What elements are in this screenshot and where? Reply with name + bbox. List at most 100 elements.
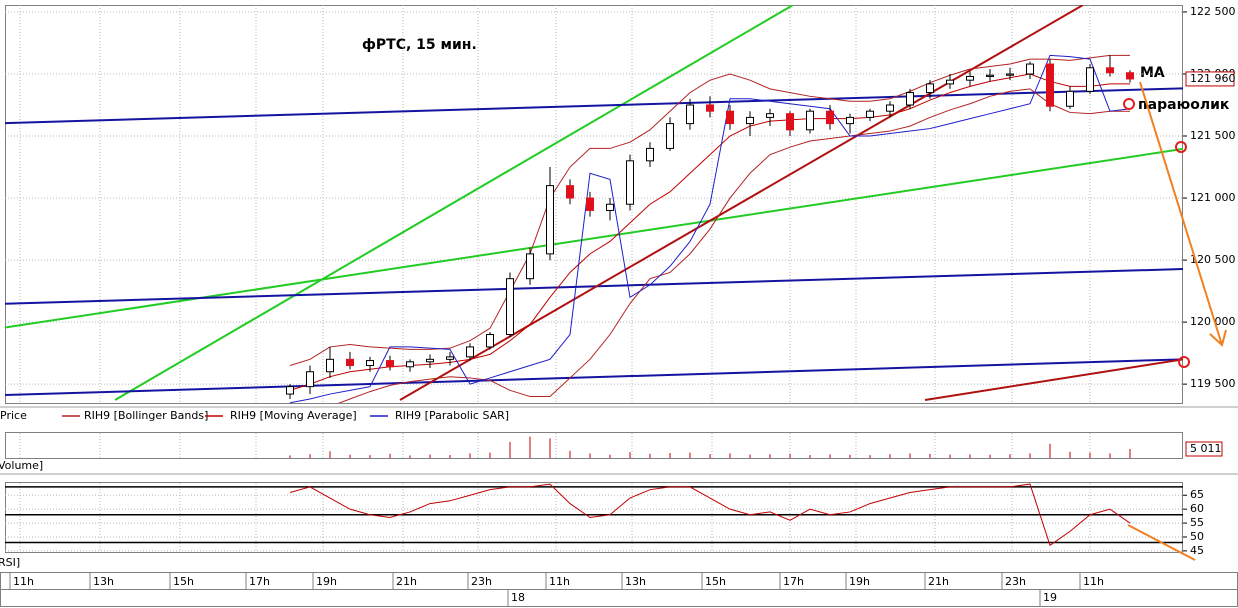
circle-mark	[1178, 356, 1190, 368]
parabolic-sar	[289, 54, 1131, 403]
arrow	[1139, 81, 1223, 346]
candle-body	[726, 110, 734, 125]
trendline	[5, 87, 1183, 125]
candle-body	[1046, 63, 1054, 107]
candle-body	[786, 113, 794, 131]
candle-body	[486, 334, 494, 348]
y-tick-label: 60	[1190, 502, 1204, 515]
candle-body	[286, 386, 294, 395]
date-tick-label: 18	[511, 591, 525, 604]
annotation: параюолик	[1138, 97, 1230, 113]
price-label: Price	[0, 409, 27, 422]
candle-body	[526, 253, 534, 280]
x-tick-label: 13h	[625, 575, 646, 588]
plot: 11h 13h 15h 17h 19h 21h 23h 11h 13h 15h 17h 19h 21h 2…	[5, 5, 1236, 606]
candle-body	[826, 110, 834, 125]
last-volume-box	[1185, 441, 1223, 457]
y-tick-label: 50	[1190, 530, 1204, 543]
x-tick-label: 21h	[396, 575, 417, 588]
candle-body	[646, 147, 654, 162]
x-tick-label: 11h	[13, 575, 34, 588]
x-tick-label: 21h	[928, 575, 949, 588]
trendline	[114, 5, 794, 401]
candle-body	[1106, 67, 1114, 74]
y-tick-label: 122 500	[1190, 5, 1236, 18]
x-tick-label: 23h	[471, 575, 492, 588]
rsi-panel	[5, 482, 1183, 553]
candle-body	[406, 361, 414, 368]
candle-body	[366, 360, 374, 367]
candle-body	[446, 356, 454, 360]
y-tick-label: 55	[1190, 516, 1204, 529]
x-tick-label: 15h	[173, 575, 194, 588]
candle-body	[1006, 73, 1014, 76]
trendline	[5, 358, 1183, 397]
candle-body	[1026, 63, 1034, 75]
trendline	[5, 268, 1183, 305]
candle-body	[306, 371, 314, 388]
candle-body	[666, 123, 674, 149]
price-plot	[5, 5, 1183, 403]
x-tick-label: 17h	[783, 575, 804, 588]
arrow-head	[1209, 329, 1227, 347]
candle-body	[906, 92, 914, 106]
y-tick-label: 121 500	[1190, 129, 1236, 142]
bollinger-lower	[337, 88, 1130, 403]
chart-title: фРТС, 15 мин.	[362, 37, 477, 53]
candle-body	[686, 104, 694, 125]
candle-body	[706, 104, 714, 112]
x-tick-label: 11h	[549, 575, 570, 588]
candle-body	[586, 197, 594, 211]
candle-body	[1126, 72, 1134, 80]
candle-body	[926, 83, 934, 94]
y-tick-label: 120 500	[1190, 253, 1236, 266]
candle-body	[626, 160, 634, 205]
legend-entry: RIH9 [Moving Average]	[230, 409, 357, 422]
x-tick-label: 15h	[705, 575, 726, 588]
candle-body	[466, 346, 474, 358]
date-tick-label: 19	[1043, 591, 1057, 604]
candle-body	[566, 185, 574, 199]
candle-body	[866, 110, 874, 118]
y-tick-label: 45	[1190, 544, 1204, 557]
x-tick-label: 11h	[1083, 575, 1104, 588]
candle-body	[346, 358, 354, 367]
trendline	[924, 358, 1183, 402]
legend-entry: RIH9 [Parabolic SAR]	[395, 409, 509, 422]
last-volume-label: 5 011	[1190, 442, 1222, 455]
arrow	[1127, 524, 1196, 561]
rsi-line	[289, 483, 1131, 547]
candle-body	[326, 358, 334, 373]
circle-marks	[1123, 98, 1190, 368]
candle-body	[546, 185, 554, 255]
y-tick-label: 121 000	[1190, 191, 1236, 204]
candle-body	[506, 278, 514, 336]
candle-body	[806, 110, 814, 131]
candle-body	[766, 113, 774, 118]
candle-body	[846, 116, 854, 125]
last-price-box	[1185, 71, 1235, 87]
x-tick-label: 13h	[93, 575, 114, 588]
y-tick-label: 120 000	[1190, 315, 1236, 328]
x-tick-label: 17h	[249, 575, 270, 588]
candle-body	[606, 203, 614, 211]
legend-entry: RIH9 [Bollinger Bands]	[84, 409, 208, 422]
candle-body	[1066, 90, 1074, 107]
price-panel	[5, 5, 1183, 404]
candle-body	[426, 358, 434, 363]
volume-panel	[5, 432, 1183, 459]
circle-mark	[1123, 98, 1135, 110]
forecast-arrows	[1127, 81, 1227, 561]
candle-body	[386, 360, 394, 368]
circle-mark	[1175, 141, 1187, 153]
candle-body	[746, 116, 754, 125]
y-tick-label: 119 500	[1190, 377, 1236, 390]
volume-label: Volume]	[0, 459, 43, 472]
x-tick-label: 23h	[1005, 575, 1026, 588]
candle-body	[1086, 67, 1094, 92]
bollinger-upper	[289, 54, 1130, 367]
annotation: MA	[1140, 65, 1165, 81]
x-tick-label: 19h	[849, 575, 870, 588]
y-tick-label: 65	[1190, 488, 1204, 501]
